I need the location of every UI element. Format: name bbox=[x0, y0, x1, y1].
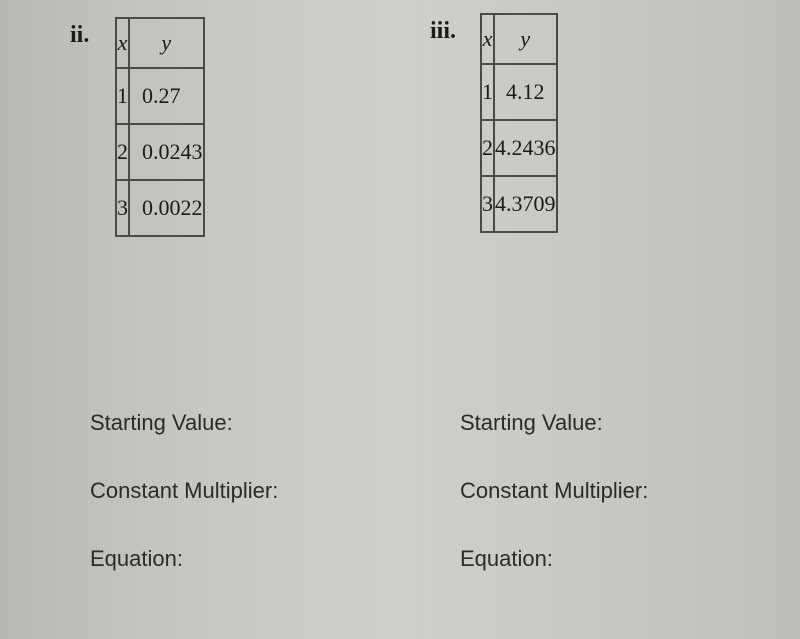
cell-y: 0.27 bbox=[129, 68, 204, 124]
table-row: 3 4.3709 bbox=[481, 176, 557, 232]
equation-label: Equation: bbox=[460, 546, 648, 572]
table-header-row: x y bbox=[116, 18, 204, 68]
worksheet-container: ii. x y 1 0.27 2 0.0243 3 0.0022 iii. bbox=[0, 0, 800, 639]
constant-multiplier-label: Constant Multiplier: bbox=[460, 478, 648, 504]
header-x: x bbox=[116, 18, 129, 68]
table-row: 3 0.0022 bbox=[116, 180, 204, 236]
cell-y: 4.12 bbox=[494, 64, 557, 120]
cell-x: 3 bbox=[116, 180, 129, 236]
cell-x: 2 bbox=[116, 124, 129, 180]
cell-x: 3 bbox=[481, 176, 494, 232]
problem-ii-table: x y 1 0.27 2 0.0243 3 0.0022 bbox=[115, 17, 205, 237]
equation-label: Equation: bbox=[90, 546, 278, 572]
problem-iii-table: x y 1 4.12 2 4.2436 3 4.3709 bbox=[480, 13, 558, 233]
header-y: y bbox=[494, 14, 557, 64]
table-header-row: x y bbox=[481, 14, 557, 64]
table-row: 1 0.27 bbox=[116, 68, 204, 124]
table-row: 2 4.2436 bbox=[481, 120, 557, 176]
header-y: y bbox=[129, 18, 204, 68]
starting-value-label: Starting Value: bbox=[90, 410, 278, 436]
cell-x: 1 bbox=[481, 64, 494, 120]
cell-x: 2 bbox=[481, 120, 494, 176]
problem-iii-fields: Starting Value: Constant Multiplier: Equ… bbox=[460, 410, 648, 614]
cell-x: 1 bbox=[116, 68, 129, 124]
cell-y: 0.0022 bbox=[129, 180, 204, 236]
cell-y: 4.3709 bbox=[494, 176, 557, 232]
header-x: x bbox=[481, 14, 494, 64]
cell-y: 4.2436 bbox=[494, 120, 557, 176]
problem-iii-label: iii. bbox=[430, 18, 456, 45]
starting-value-label: Starting Value: bbox=[460, 410, 648, 436]
table-row: 2 0.0243 bbox=[116, 124, 204, 180]
problem-ii-fields: Starting Value: Constant Multiplier: Equ… bbox=[90, 410, 278, 614]
problem-ii-label: ii. bbox=[70, 22, 89, 49]
table-row: 1 4.12 bbox=[481, 64, 557, 120]
constant-multiplier-label: Constant Multiplier: bbox=[90, 478, 278, 504]
cell-y: 0.0243 bbox=[129, 124, 204, 180]
